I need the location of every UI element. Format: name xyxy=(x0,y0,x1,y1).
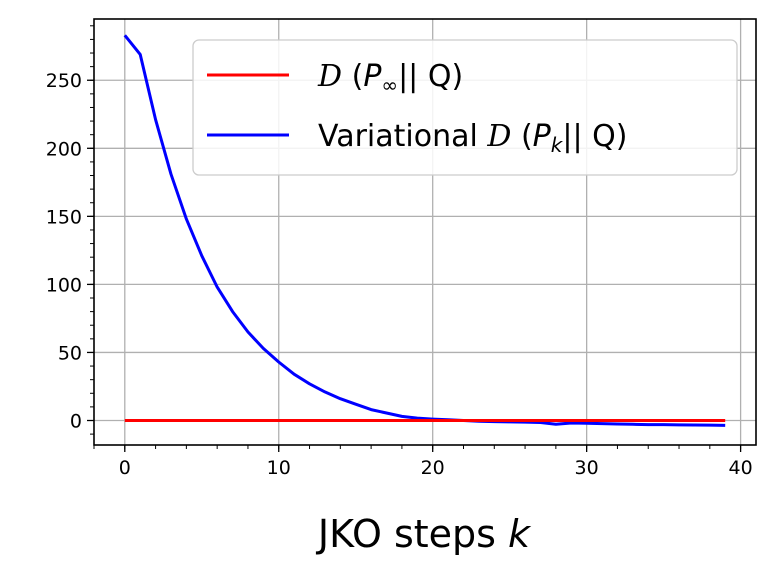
x-tick-label: 40 xyxy=(729,457,753,479)
plot-area-frame xyxy=(93,18,757,446)
axis-ticks xyxy=(87,79,742,452)
series-lines xyxy=(123,34,726,427)
x-tick-label: 30 xyxy=(575,457,599,479)
y-tick-label: 150 xyxy=(46,206,82,228)
y-tick-label: 200 xyxy=(46,138,82,160)
legend-label-target: D (P∞|| Q) xyxy=(317,59,463,97)
x-tick-label: 20 xyxy=(421,457,445,479)
y-tick-label: 0 xyxy=(70,411,82,433)
x-tick-label: 10 xyxy=(267,457,291,479)
y-tick-label: 100 xyxy=(46,274,82,296)
x-axis-title: JKO steps k xyxy=(316,512,532,556)
x-tick-label: 0 xyxy=(119,457,131,479)
y-tick-label: 250 xyxy=(46,70,82,92)
y-tick-label: 50 xyxy=(58,342,82,364)
tick-labels: 0 10 20 30 40 0 50 100 150 200 250 xyxy=(46,70,753,479)
legend-box xyxy=(192,39,738,176)
legend-label-variational: Variational D (Pk|| Q) xyxy=(318,119,627,157)
legend: D (P∞|| Q) Variational D (Pk|| Q) xyxy=(192,39,738,176)
series-line-variational xyxy=(123,34,726,427)
